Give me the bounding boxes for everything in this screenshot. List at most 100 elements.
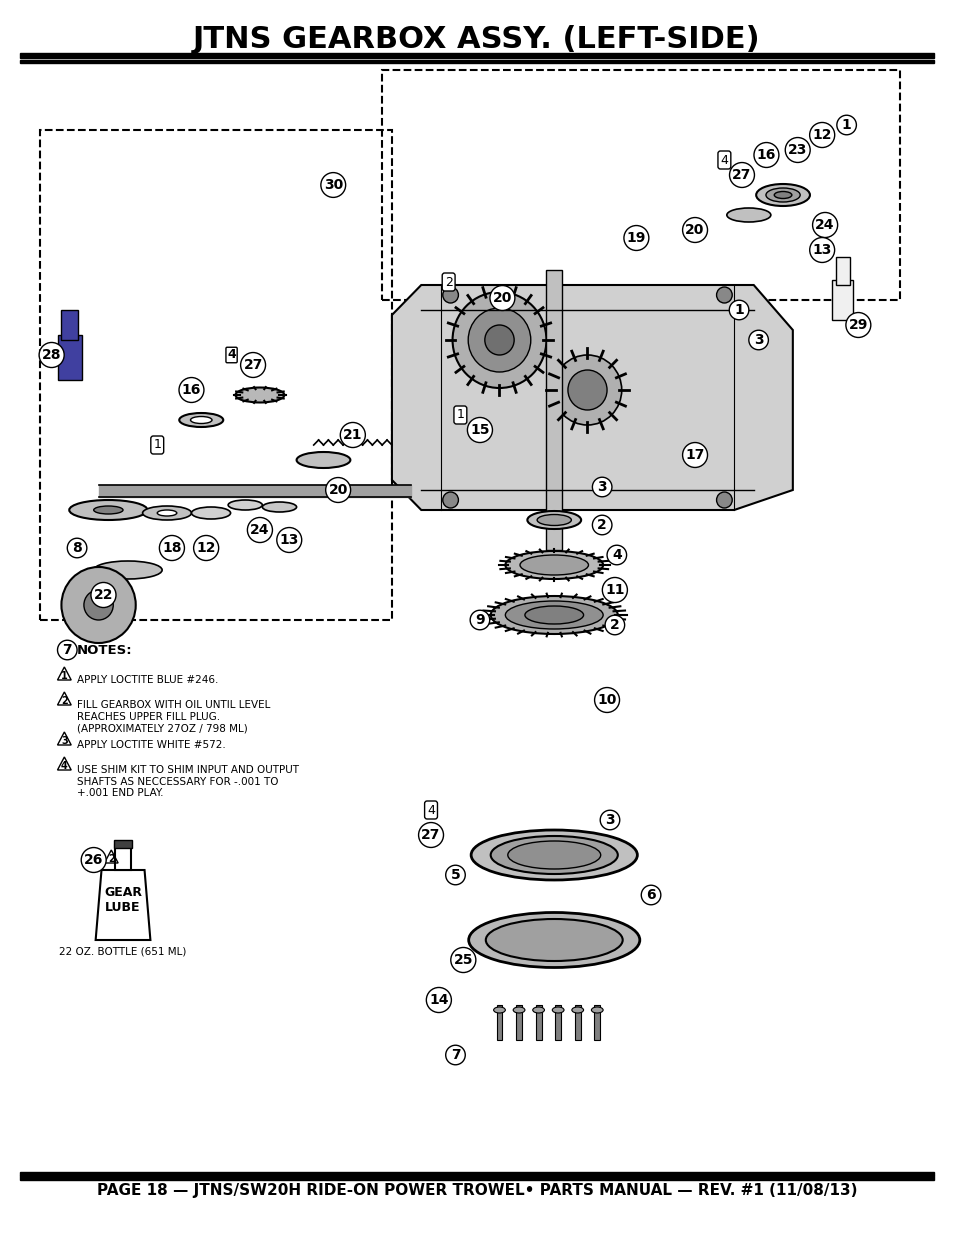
Ellipse shape: [490, 836, 618, 874]
Ellipse shape: [93, 506, 123, 514]
Text: 4: 4: [61, 761, 68, 771]
Text: 21: 21: [343, 429, 362, 442]
Ellipse shape: [296, 452, 350, 468]
Text: 24: 24: [250, 522, 270, 537]
Ellipse shape: [505, 551, 602, 579]
Text: 1: 1: [734, 303, 743, 317]
Bar: [496, 1005, 502, 1040]
Text: 4: 4: [427, 804, 435, 816]
Ellipse shape: [262, 501, 296, 513]
Text: 13: 13: [812, 243, 831, 257]
Ellipse shape: [591, 1007, 602, 1013]
Text: 3: 3: [604, 813, 614, 827]
Text: 19: 19: [626, 231, 645, 245]
Text: 1: 1: [456, 409, 464, 421]
Text: 22: 22: [93, 588, 113, 601]
Circle shape: [484, 325, 514, 354]
Text: 26: 26: [84, 853, 103, 867]
Text: 12: 12: [812, 128, 831, 142]
Bar: [114, 840, 132, 848]
Circle shape: [716, 287, 732, 303]
Text: 4: 4: [227, 348, 235, 362]
Text: 17: 17: [684, 448, 704, 462]
Ellipse shape: [93, 561, 162, 579]
Circle shape: [716, 492, 732, 508]
Bar: [594, 1005, 599, 1040]
Ellipse shape: [552, 1007, 563, 1013]
Text: APPLY LOCTITE BLUE #246.: APPLY LOCTITE BLUE #246.: [77, 676, 218, 685]
Ellipse shape: [179, 412, 223, 427]
Ellipse shape: [228, 500, 262, 510]
Text: APPLY LOCTITE WHITE #572.: APPLY LOCTITE WHITE #572.: [77, 740, 226, 750]
Text: 11: 11: [604, 583, 624, 597]
Bar: [20, 1172, 933, 1174]
Text: 30: 30: [323, 178, 342, 191]
Polygon shape: [392, 285, 792, 510]
Ellipse shape: [505, 601, 602, 629]
Circle shape: [567, 370, 606, 410]
Ellipse shape: [490, 597, 618, 634]
Ellipse shape: [235, 388, 284, 403]
Ellipse shape: [513, 1007, 524, 1013]
Circle shape: [442, 287, 458, 303]
Bar: [20, 1174, 933, 1179]
Circle shape: [452, 291, 546, 388]
Text: 12: 12: [196, 541, 215, 555]
Ellipse shape: [192, 508, 231, 519]
Text: 25: 25: [453, 953, 473, 967]
Ellipse shape: [571, 1007, 583, 1013]
Circle shape: [442, 492, 458, 508]
Text: 4: 4: [720, 153, 727, 167]
Bar: [115, 845, 131, 869]
Ellipse shape: [519, 555, 588, 576]
Text: NOTES:: NOTES:: [77, 643, 132, 657]
Bar: [516, 1005, 521, 1040]
Bar: [57, 335, 82, 380]
Circle shape: [61, 567, 135, 643]
Ellipse shape: [756, 184, 809, 206]
Text: 2: 2: [609, 618, 619, 632]
Text: 6: 6: [645, 888, 655, 902]
Text: 3: 3: [753, 333, 762, 347]
Text: 14: 14: [429, 993, 448, 1007]
Text: USE SHIM KIT TO SHIM INPUT AND OUTPUT
SHAFTS AS NECCESSARY FOR -.001 TO
+.001 EN: USE SHIM KIT TO SHIM INPUT AND OUTPUT SH…: [77, 764, 298, 798]
Text: 18: 18: [162, 541, 181, 555]
Bar: [555, 1005, 560, 1040]
Text: 24: 24: [815, 219, 834, 232]
Text: 28: 28: [42, 348, 61, 362]
Bar: [535, 1005, 541, 1040]
Ellipse shape: [468, 913, 639, 967]
Text: 2: 2: [597, 517, 606, 532]
Text: FILL GEARBOX WITH OIL UNTIL LEVEL
REACHES UPPER FILL PLUG.
(APPROXIMATELY 27OZ /: FILL GEARBOX WITH OIL UNTIL LEVEL REACHE…: [77, 700, 270, 734]
Bar: [835, 257, 849, 285]
Ellipse shape: [537, 515, 571, 526]
Text: 1: 1: [841, 119, 851, 132]
Text: 27: 27: [421, 827, 440, 842]
Ellipse shape: [191, 416, 212, 424]
Text: 7: 7: [450, 1049, 459, 1062]
Text: 9: 9: [475, 613, 484, 627]
Text: 8: 8: [72, 541, 82, 555]
Text: 2: 2: [108, 853, 114, 864]
Ellipse shape: [142, 506, 192, 520]
Text: 15: 15: [470, 424, 489, 437]
Text: 20: 20: [492, 291, 512, 305]
Ellipse shape: [774, 191, 791, 199]
Text: 7: 7: [62, 643, 72, 657]
Text: 3: 3: [61, 736, 68, 746]
Text: 1: 1: [61, 671, 68, 680]
Text: 22 OZ. BOTTLE (651 ML): 22 OZ. BOTTLE (651 ML): [59, 947, 187, 957]
Bar: [20, 61, 933, 63]
Bar: [98, 485, 411, 496]
Ellipse shape: [471, 830, 637, 881]
Text: GEAR
LUBE: GEAR LUBE: [104, 885, 142, 914]
Bar: [20, 53, 933, 58]
Bar: [831, 280, 853, 320]
Text: 2: 2: [444, 275, 452, 289]
Circle shape: [84, 590, 113, 620]
Bar: [61, 310, 78, 340]
Text: 16: 16: [182, 383, 201, 396]
Text: PAGE 18 — JTNS/SW20H RIDE-ON POWER TROWEL• PARTS MANUAL — REV. #1 (11/08/13): PAGE 18 — JTNS/SW20H RIDE-ON POWER TROWE…: [96, 1182, 857, 1198]
Text: 2: 2: [61, 697, 68, 706]
Ellipse shape: [493, 1007, 505, 1013]
